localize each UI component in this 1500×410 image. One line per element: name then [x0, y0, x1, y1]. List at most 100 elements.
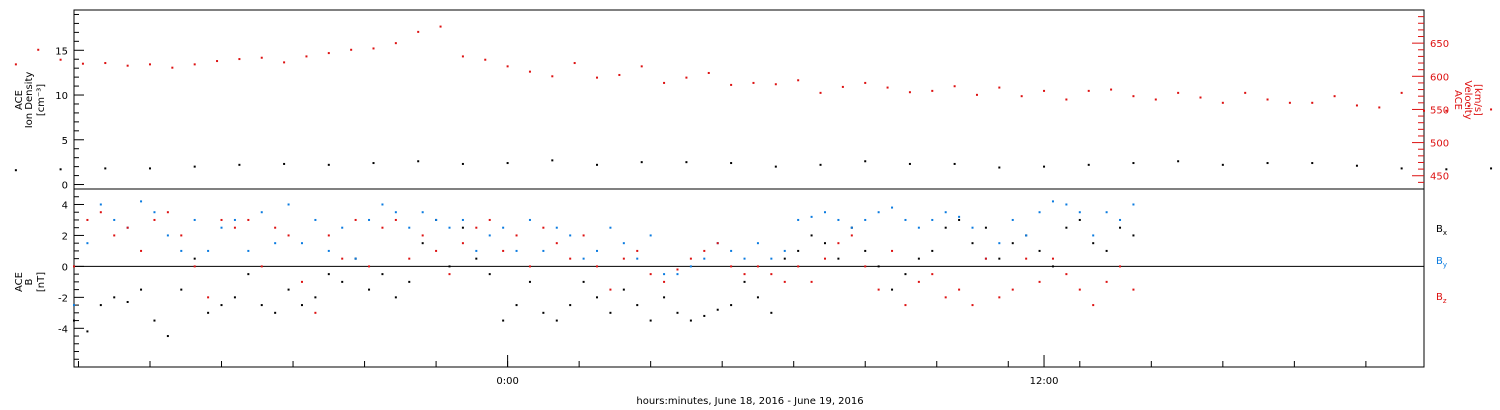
- bz-point: [528, 265, 531, 268]
- by-point: [475, 249, 478, 252]
- velocity-point: [663, 81, 666, 84]
- by-point: [233, 218, 236, 221]
- by-point: [797, 218, 800, 221]
- velocity-point: [104, 62, 107, 65]
- velocity-point: [685, 76, 688, 79]
- by-point: [408, 226, 411, 229]
- bx-point: [461, 226, 464, 229]
- by-point: [193, 218, 196, 221]
- bx-point: [770, 311, 773, 314]
- bx-point: [542, 311, 545, 314]
- bx-point: [596, 296, 599, 299]
- bx-point: [166, 335, 169, 338]
- bz-point: [140, 249, 143, 252]
- velocity-point: [573, 62, 576, 65]
- density-point: [1266, 162, 1269, 165]
- bz-point: [837, 242, 840, 245]
- by-point: [636, 257, 639, 260]
- legend-by-sub: y: [1443, 261, 1447, 269]
- velocity-point: [59, 58, 62, 61]
- bx-point: [971, 242, 974, 245]
- bz-point: [1105, 280, 1108, 283]
- density-point: [1132, 162, 1135, 165]
- bz-point: [596, 265, 599, 268]
- bx-point: [622, 288, 625, 291]
- density-point: [104, 167, 107, 170]
- bz-point: [850, 234, 853, 237]
- by-point: [1119, 218, 1122, 221]
- bz-point: [944, 296, 947, 299]
- density-point: [1177, 160, 1180, 163]
- bz-point: [1132, 288, 1135, 291]
- bz-point: [113, 234, 116, 237]
- velocity-point: [1110, 88, 1113, 91]
- velocity-point: [506, 65, 509, 68]
- density-point: [193, 165, 196, 168]
- by-point: [287, 203, 290, 206]
- bz-point: [153, 218, 156, 221]
- velocity-point: [1132, 95, 1135, 98]
- by-point: [488, 234, 491, 237]
- density-point: [774, 165, 777, 168]
- bz-point: [341, 257, 344, 260]
- velocity-point: [998, 86, 1001, 89]
- velocity-point: [327, 52, 330, 55]
- bx-point: [1038, 249, 1041, 252]
- by-point: [917, 226, 920, 229]
- by-point: [1132, 203, 1135, 206]
- bx-point: [783, 257, 786, 260]
- legend-bz-sub: z: [1443, 297, 1447, 305]
- bz-point: [247, 218, 250, 221]
- bz-point: [703, 249, 706, 252]
- bz-point: [300, 280, 303, 283]
- bx-point: [703, 314, 706, 317]
- bz-point: [823, 257, 826, 260]
- bz-point: [663, 280, 666, 283]
- by-point: [99, 203, 102, 206]
- bx-point: [233, 296, 236, 299]
- bx-point: [73, 319, 75, 322]
- velocity-point: [1043, 89, 1046, 92]
- bz-point: [515, 234, 518, 237]
- bz-point: [488, 218, 491, 221]
- by-point: [502, 226, 505, 229]
- by-point: [850, 226, 853, 229]
- by-point: [180, 249, 183, 252]
- bz-point: [931, 273, 934, 276]
- density-point: [59, 168, 62, 171]
- x-tick-label: 0:00: [496, 376, 518, 387]
- top-panel-frame: [73, 9, 1425, 190]
- velocity-point: [372, 47, 375, 50]
- density-tick-label: 5: [62, 136, 68, 147]
- bx-point: [502, 319, 505, 322]
- bx-point: [810, 234, 813, 237]
- by-point: [1078, 211, 1081, 214]
- bx-point: [368, 288, 371, 291]
- bz-point: [984, 257, 987, 260]
- legend-bz-label: B: [1436, 292, 1443, 303]
- b-tick-label: 0: [62, 262, 68, 273]
- velocity-point: [238, 58, 241, 61]
- by-point: [703, 257, 706, 260]
- bx-point: [891, 288, 894, 291]
- bx-point: [260, 304, 263, 307]
- velocity-point: [461, 55, 464, 58]
- density-point: [1490, 167, 1493, 170]
- top-left-axis: 0 5 10 15: [55, 13, 84, 192]
- bottom-panel: -4 -2 0 2 4 0:00 12:00 ACE B [nT] Bx By Bz: [14, 188, 1447, 387]
- bx-point: [663, 296, 666, 299]
- bz-point: [233, 226, 236, 229]
- by-point: [1038, 211, 1041, 214]
- by-point: [823, 211, 826, 214]
- velocity-point: [1177, 91, 1180, 94]
- bx-point: [475, 257, 478, 260]
- by-point: [153, 211, 156, 214]
- bx-point: [984, 226, 987, 229]
- velocity-point: [730, 83, 733, 86]
- bz-point: [99, 211, 102, 214]
- bz-point: [1025, 257, 1028, 260]
- by-point: [1065, 203, 1068, 206]
- legend: Bx By Bz: [1436, 224, 1447, 305]
- x-tick-label: 12:00: [1030, 376, 1059, 387]
